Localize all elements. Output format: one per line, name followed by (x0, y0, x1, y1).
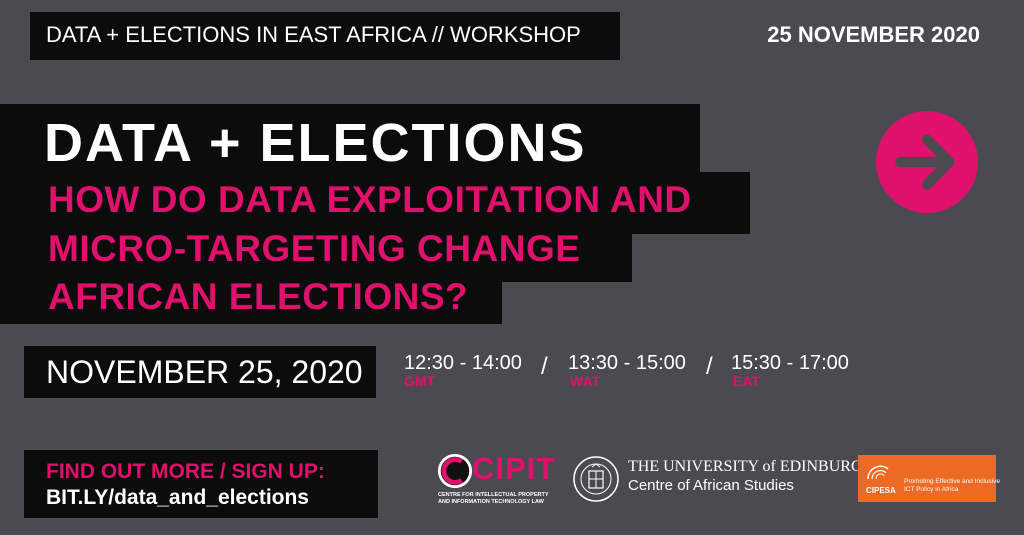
time-slot-eat: 15:30 - 17:00 (731, 352, 849, 374)
zone-wat: WAT (570, 373, 601, 389)
zone-gmt: GMT (404, 373, 436, 389)
question-band-1 (0, 172, 750, 234)
cta-band (24, 450, 378, 518)
header-band (30, 12, 620, 60)
cipit-logo-icon (437, 453, 473, 489)
title-band (0, 104, 700, 184)
cipesa-wordmark: CIPESA (866, 486, 896, 495)
date-band (24, 346, 376, 398)
time-slot-wat: 13:30 - 15:00 (568, 352, 686, 374)
question-line-3: AFRICAN ELECTIONS? (48, 276, 469, 317)
cipesa-tagline: ICT Policy in Africa (904, 486, 959, 493)
cta-label: FIND OUT MORE / SIGN UP: (46, 460, 325, 483)
edinburgh-seal-icon (573, 456, 619, 502)
question-line-1: HOW DO DATA EXPLOITATION AND (48, 179, 692, 220)
signup-link[interactable]: BIT.LY/data_and_elections (46, 486, 309, 509)
arrow-right-circle-icon[interactable] (876, 111, 978, 213)
cipesa-logo-box (858, 455, 996, 502)
event-date: NOVEMBER 25, 2020 (46, 354, 363, 390)
time-separator: / (541, 353, 548, 380)
event-label: DATA + ELECTIONS IN EAST AFRICA // WORKS… (46, 22, 581, 47)
cipit-subtitle: CENTRE FOR INTELLECTUAL PROPERTY (438, 492, 549, 498)
edinburgh-university-name: THE UNIVERSITY of EDINBURGH (628, 458, 875, 475)
time-separator: / (706, 353, 713, 380)
headline-title: DATA + ELECTIONS (44, 113, 587, 173)
question-line-2: MICRO-TARGETING CHANGE (48, 228, 581, 269)
zone-eat: EAT (733, 373, 760, 389)
header-date: 25 NOVEMBER 2020 (767, 22, 980, 47)
cipesa-tagline: Promoting Effective and Inclusive (904, 478, 1000, 485)
cipesa-swirl-icon (867, 465, 889, 480)
time-slot-gmt: 12:30 - 14:00 (404, 352, 522, 374)
cipit-subtitle: AND INFORMATION TECHNOLOGY LAW (438, 499, 544, 505)
question-band-3 (0, 272, 502, 324)
cipit-wordmark: CIPIT (472, 451, 557, 486)
edinburgh-centre-name: Centre of African Studies (628, 477, 794, 494)
